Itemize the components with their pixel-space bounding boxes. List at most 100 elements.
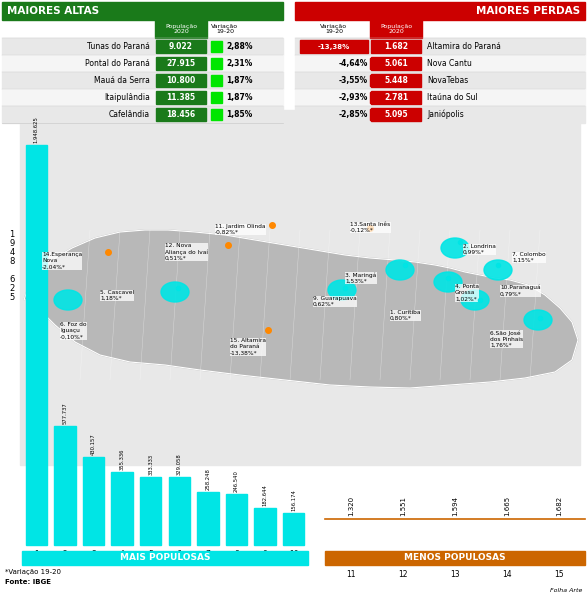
Text: 5.448: 5.448 bbox=[384, 76, 408, 85]
Text: 4. Ponta
Grossa
1,02%*: 4. Ponta Grossa 1,02%* bbox=[455, 284, 479, 301]
Text: 1.682: 1.682 bbox=[384, 42, 408, 51]
Bar bbox=[156, 57, 206, 70]
Text: 7: 7 bbox=[205, 550, 210, 559]
Text: NovaTebas: NovaTebas bbox=[427, 76, 468, 85]
Text: *Variação 19-20: *Variação 19-20 bbox=[5, 569, 61, 575]
Bar bbox=[325, 551, 585, 565]
Polygon shape bbox=[24, 230, 578, 388]
Text: 329.058: 329.058 bbox=[177, 454, 182, 475]
Bar bbox=[295, 89, 585, 106]
Text: 14.Esperança
Nova
-2,04%*: 14.Esperança Nova -2,04%* bbox=[42, 252, 82, 269]
Text: 1
9
4
8
 
6
2
5: 1 9 4 8 6 2 5 bbox=[9, 230, 15, 302]
Text: 5. Cascavel
1,18%*: 5. Cascavel 1,18%* bbox=[100, 290, 134, 301]
Bar bbox=[156, 91, 206, 104]
Text: 10: 10 bbox=[289, 550, 299, 559]
Text: 13.Santa Inês
-0,12%*: 13.Santa Inês -0,12%* bbox=[350, 222, 390, 233]
Bar bbox=[211, 109, 222, 120]
Text: 11.385: 11.385 bbox=[167, 93, 195, 102]
Bar bbox=[2, 55, 283, 72]
Text: 3. Maringá
1,53%*: 3. Maringá 1,53%* bbox=[345, 272, 376, 284]
Text: 10.Paranaguá
0,79%*: 10.Paranaguá 0,79%* bbox=[500, 285, 541, 296]
Text: MAIORES PERDAS: MAIORES PERDAS bbox=[476, 6, 580, 16]
Bar bbox=[156, 74, 206, 87]
Text: 9.022: 9.022 bbox=[169, 42, 193, 51]
Text: -13,38%: -13,38% bbox=[318, 43, 350, 49]
Bar bbox=[254, 508, 276, 545]
Text: 355.336: 355.336 bbox=[120, 449, 124, 470]
Text: 11: 11 bbox=[346, 570, 356, 579]
Bar bbox=[370, 58, 381, 69]
Text: 2: 2 bbox=[63, 550, 68, 559]
Text: MENOS POPULOSAS: MENOS POPULOSAS bbox=[404, 553, 506, 563]
Bar bbox=[371, 40, 421, 53]
Bar bbox=[2, 2, 283, 20]
Text: 1.682: 1.682 bbox=[556, 496, 562, 516]
Bar bbox=[168, 478, 190, 545]
Bar bbox=[211, 58, 222, 69]
Bar bbox=[226, 494, 247, 545]
Text: 10.800: 10.800 bbox=[166, 76, 195, 85]
Text: 1.665: 1.665 bbox=[504, 496, 510, 516]
Text: 6.São José
dos Pinhais
1,76%*: 6.São José dos Pinhais 1,76%* bbox=[490, 330, 523, 348]
Text: 1,87%: 1,87% bbox=[226, 76, 252, 85]
Text: Tunas do Paraná: Tunas do Paraná bbox=[87, 42, 150, 51]
Text: Nova Cantu: Nova Cantu bbox=[427, 59, 472, 68]
Bar bbox=[371, 57, 421, 70]
Ellipse shape bbox=[328, 280, 356, 300]
Bar bbox=[295, 106, 585, 123]
Text: 1.551: 1.551 bbox=[400, 496, 406, 516]
Text: População
2020: População 2020 bbox=[165, 23, 197, 34]
Text: Altamira do Paraná: Altamira do Paraná bbox=[427, 42, 501, 51]
Bar bbox=[156, 40, 206, 53]
Bar bbox=[371, 91, 421, 104]
Text: Variação
19-20: Variação 19-20 bbox=[211, 23, 238, 34]
Bar bbox=[283, 513, 305, 545]
Text: Itaipulândia: Itaipulândia bbox=[104, 93, 150, 102]
Bar bbox=[211, 92, 222, 103]
Bar bbox=[2, 38, 283, 55]
Text: 246.540: 246.540 bbox=[234, 470, 239, 493]
Bar bbox=[211, 41, 222, 52]
Text: Cafelândia: Cafelândia bbox=[109, 110, 150, 119]
Text: -2,85%: -2,85% bbox=[339, 110, 368, 119]
Text: 15. Altamira
do Paraná
-13,38%*: 15. Altamira do Paraná -13,38%* bbox=[230, 338, 266, 355]
Bar bbox=[112, 472, 133, 545]
Text: 5.095: 5.095 bbox=[384, 110, 408, 119]
Text: 1.948.625: 1.948.625 bbox=[34, 116, 39, 143]
Ellipse shape bbox=[524, 310, 552, 330]
Ellipse shape bbox=[441, 238, 469, 258]
Text: 2. Londrina
0,99%*: 2. Londrina 0,99%* bbox=[463, 244, 496, 255]
Text: 7. Colombo
1,15%*: 7. Colombo 1,15%* bbox=[512, 252, 546, 263]
Text: 1.594: 1.594 bbox=[452, 496, 458, 516]
Ellipse shape bbox=[386, 260, 414, 280]
Text: Janiópolis: Janiópolis bbox=[427, 110, 464, 119]
Bar bbox=[197, 492, 218, 545]
Text: 1,85%: 1,85% bbox=[226, 110, 252, 119]
Text: 14: 14 bbox=[502, 570, 512, 579]
Bar bbox=[54, 427, 76, 545]
Bar bbox=[2, 72, 283, 89]
Text: 2,88%: 2,88% bbox=[226, 42, 252, 51]
Text: -3,55%: -3,55% bbox=[339, 76, 368, 85]
Bar bbox=[211, 75, 222, 86]
Text: 9. Guarapuava
0,62%*: 9. Guarapuava 0,62%* bbox=[313, 296, 357, 307]
Text: 333.333: 333.333 bbox=[148, 454, 153, 475]
Bar bbox=[2, 89, 283, 106]
Text: 1.320: 1.320 bbox=[348, 496, 354, 516]
Text: 6. Foz do
Iguaçu
-0,10%*: 6. Foz do Iguaçu -0,10%* bbox=[60, 322, 86, 340]
Bar bbox=[20, 110, 580, 465]
Text: 27.915: 27.915 bbox=[167, 59, 195, 68]
Bar bbox=[370, 92, 381, 103]
Text: 3: 3 bbox=[91, 550, 96, 559]
Text: 6: 6 bbox=[177, 550, 182, 559]
Text: 11. Jardim Olinda
-0,82%*: 11. Jardim Olinda -0,82%* bbox=[215, 224, 265, 235]
Text: 1,87%: 1,87% bbox=[226, 93, 252, 102]
Text: 156.174: 156.174 bbox=[291, 489, 296, 511]
Bar bbox=[300, 40, 368, 53]
Bar bbox=[370, 20, 422, 38]
Text: 430.157: 430.157 bbox=[91, 433, 96, 455]
Ellipse shape bbox=[54, 290, 82, 310]
Bar bbox=[295, 72, 585, 89]
Text: 18.456: 18.456 bbox=[167, 110, 195, 119]
Text: 4: 4 bbox=[120, 550, 124, 559]
